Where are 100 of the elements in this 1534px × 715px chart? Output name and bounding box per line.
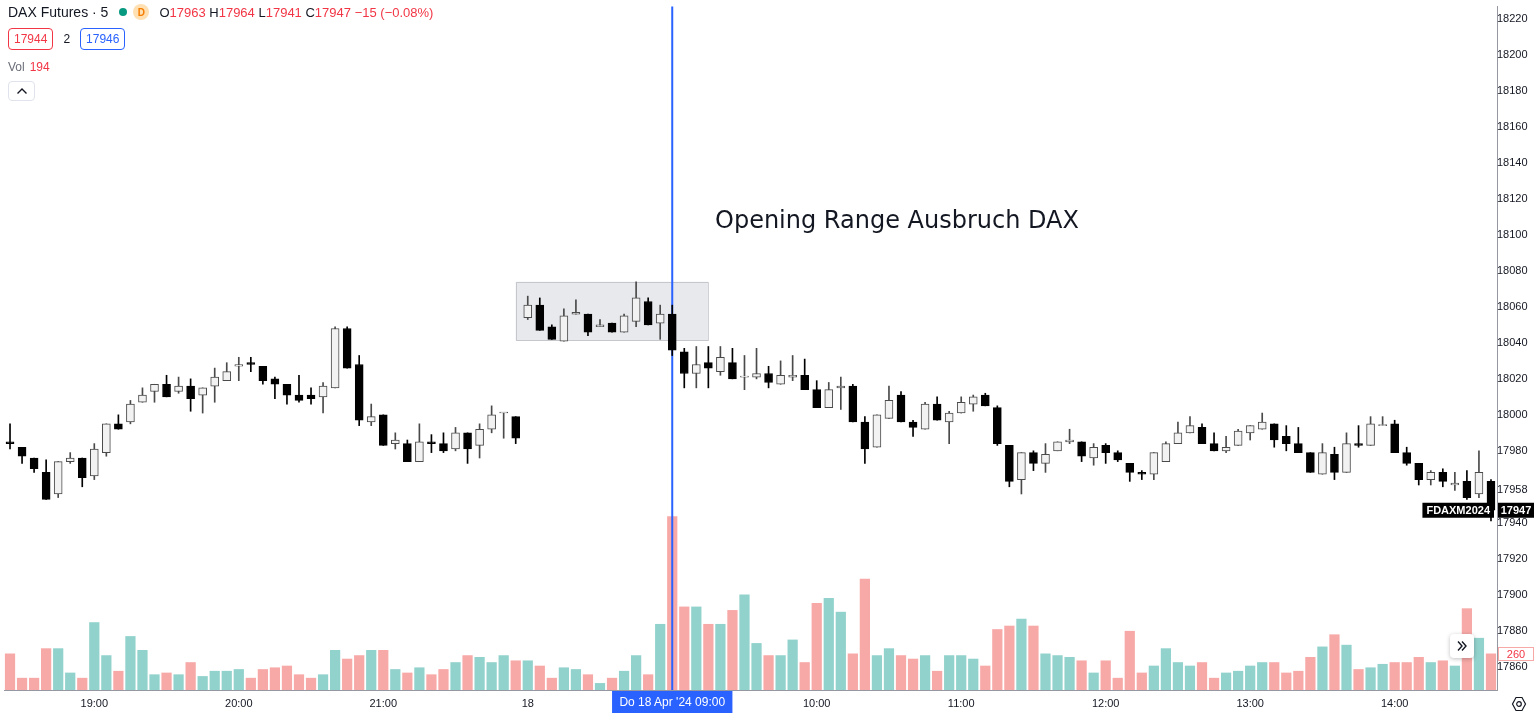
bar: [402, 672, 413, 690]
bar: [631, 655, 642, 690]
bar: [594, 683, 606, 690]
bar: [1100, 660, 1111, 690]
y-tick-label: 18200: [1497, 48, 1528, 61]
bar: [197, 676, 208, 690]
y-tick-label: 17940: [1497, 515, 1528, 528]
x-tick-label: 10:00: [802, 696, 831, 709]
bar: [342, 658, 353, 690]
bar: [558, 667, 569, 690]
bar: [1136, 672, 1147, 690]
y-tick-label: 17980: [1497, 443, 1528, 456]
y-tick-label: 18180: [1497, 84, 1528, 97]
x-tick-label: 12:00: [1091, 696, 1120, 709]
bar: [1425, 662, 1436, 690]
bar: [1413, 656, 1424, 690]
bar: [317, 674, 329, 690]
bar: [1160, 648, 1172, 690]
x-tick-label: 13:00: [1236, 696, 1264, 709]
bar: [1485, 653, 1497, 690]
bar: [1305, 656, 1316, 690]
candlestick: [246, 356, 256, 373]
bar: [257, 669, 268, 690]
x-tick-label: 19:00: [80, 696, 109, 709]
bar: [1148, 665, 1159, 690]
y-tick-label: 17958: [1497, 483, 1528, 496]
bar: [534, 665, 545, 690]
bar: [101, 655, 112, 690]
candlestick: [210, 367, 220, 403]
bar: [414, 667, 425, 690]
bar: [847, 653, 858, 690]
bar: [811, 603, 822, 690]
bar: [1028, 625, 1039, 690]
bar: [293, 674, 305, 690]
bar: [859, 578, 870, 690]
bar: [679, 606, 690, 690]
bar: [366, 650, 377, 690]
bar: [522, 660, 533, 690]
bar: [1257, 662, 1268, 690]
bar: [209, 670, 220, 690]
y-tick-label: 18040: [1497, 335, 1528, 348]
bar: [4, 653, 16, 690]
bar: [305, 677, 317, 690]
bar: [1112, 677, 1123, 690]
bar: [715, 623, 726, 690]
bar: [775, 655, 786, 690]
y-tick-label: 18160: [1497, 120, 1528, 133]
bar: [269, 667, 281, 690]
x-tick-label: 20:00: [225, 696, 253, 709]
bar: [799, 662, 810, 690]
bar: [1437, 660, 1448, 690]
bar: [1449, 665, 1460, 690]
bar: [510, 660, 521, 690]
bar: [450, 662, 461, 690]
bar: [113, 670, 124, 690]
annotation: 17947: [1500, 503, 1532, 516]
candlestick: [234, 356, 244, 381]
bar: [1365, 667, 1376, 690]
annotation: Opening Range Ausbruch DAX: [715, 206, 1079, 234]
bar: [944, 655, 955, 690]
x-tick-label: 14:00: [1380, 696, 1409, 709]
annotation: FDAXM2024: [1426, 503, 1491, 516]
y-tick-label: 18020: [1497, 371, 1528, 384]
bar: [956, 655, 967, 690]
chart-title: DAX Futures · 5: [8, 4, 109, 20]
bar: [1473, 637, 1485, 690]
y-tick-label: 17920: [1497, 551, 1528, 564]
bar: [378, 650, 389, 690]
annotation: Vol 194: [8, 60, 50, 74]
bar: [41, 648, 52, 690]
bar: [245, 677, 256, 690]
bar: [1076, 660, 1087, 690]
x-tick-label: 11:00: [947, 696, 975, 709]
bar: [1293, 670, 1304, 690]
y-tick-label: 18220: [1497, 12, 1528, 25]
bar: [233, 669, 244, 690]
bar: [329, 650, 341, 690]
bar: [980, 665, 991, 690]
bar: [1329, 634, 1340, 690]
x-tick-label: Do 18 Apr '24 09:00: [619, 694, 726, 709]
bar: [281, 665, 293, 690]
candlestick: [691, 346, 701, 389]
bar: [1353, 669, 1364, 690]
bar: [1377, 663, 1388, 690]
bar: [871, 655, 883, 690]
annotation: 2: [63, 32, 71, 46]
y-tick-label: 18140: [1497, 156, 1528, 169]
bar: [1233, 670, 1244, 690]
bar: [919, 655, 931, 690]
bar: [787, 639, 798, 690]
bar: [691, 606, 702, 690]
bar: [1220, 672, 1232, 690]
y-tick-label: 17860: [1497, 659, 1528, 672]
text: O17963 H17964 L17941 C17947 −15 (−0.08%): [159, 4, 434, 20]
bar: [570, 669, 582, 690]
candlestick: [499, 411, 508, 439]
bar: [618, 670, 630, 690]
candlestick: [390, 432, 400, 450]
bar: [655, 623, 666, 690]
annotation: D: [133, 4, 150, 20]
